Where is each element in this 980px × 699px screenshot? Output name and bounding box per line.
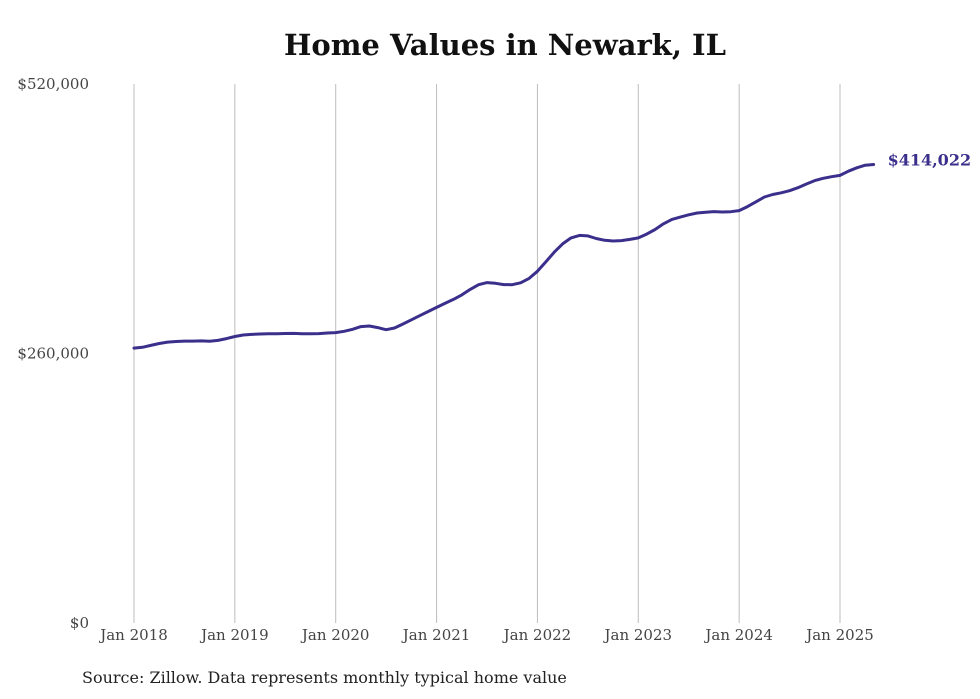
gridlines <box>133 84 841 623</box>
y-axis-ticks: $0 $260,000 $520,000 <box>17 75 89 632</box>
x-tick-label: Jan 2019 <box>199 626 269 644</box>
x-tick-label: Jan 2024 <box>703 626 773 644</box>
y-tick-label: $520,000 <box>17 75 89 93</box>
series-layer <box>132 163 876 350</box>
y-tick-label: $260,000 <box>17 345 89 363</box>
y-tick-label: $0 <box>70 614 89 632</box>
x-tick-label: Jan 2023 <box>603 626 673 644</box>
x-tick-label: Jan 2020 <box>300 626 370 644</box>
annotations: $414,022 <box>888 151 972 170</box>
x-tick-label: Jan 2021 <box>401 626 471 644</box>
chart-title: Home Values in Newark, IL <box>283 28 726 62</box>
x-tick-label: Jan 2025 <box>804 626 874 644</box>
source-note: Source: Zillow. Data represents monthly … <box>82 668 567 687</box>
end-value-label: $414,022 <box>888 151 972 170</box>
x-tick-label: Jan 2022 <box>502 626 572 644</box>
series-line <box>132 163 876 350</box>
x-axis-ticks: Jan 2018 Jan 2019 Jan 2020 Jan 2021 Jan 2022… <box>98 626 874 644</box>
x-tick-label: Jan 2018 <box>98 626 168 644</box>
